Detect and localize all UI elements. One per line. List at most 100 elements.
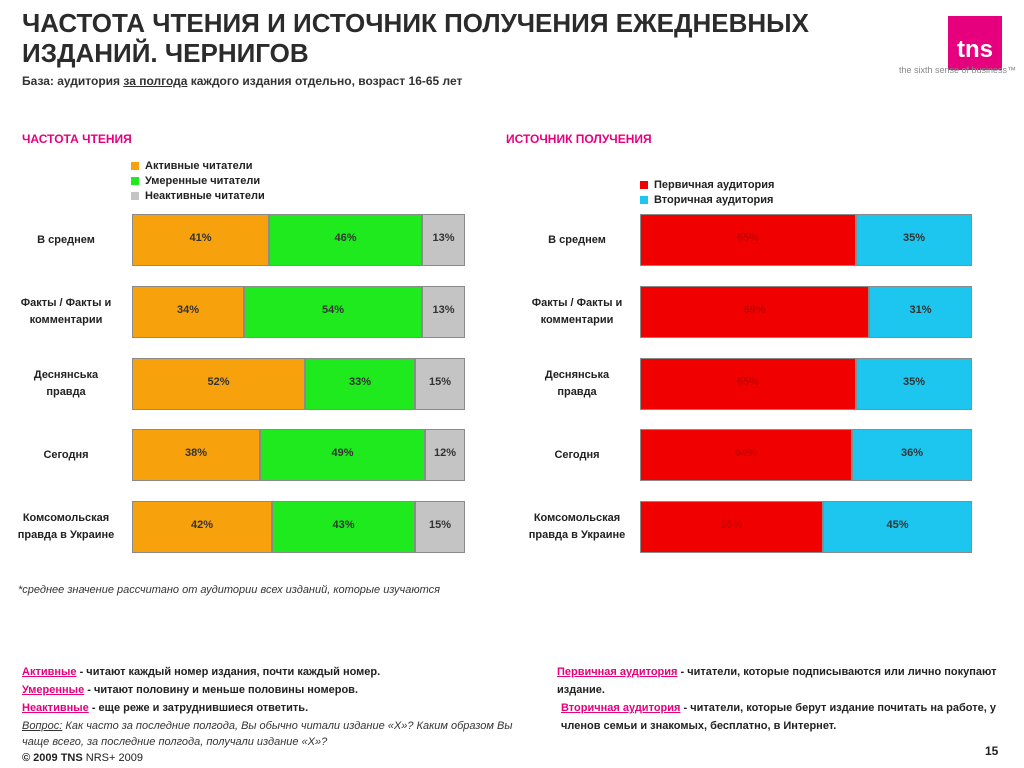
question-text: Как часто за последние полгода, Вы обычн…: [22, 720, 513, 748]
category-label: В среднем: [37, 233, 95, 246]
bar-segment: 42%: [132, 501, 272, 553]
definition-secondary: Вторичная аудитория - читатели, которые …: [557, 699, 1017, 735]
category-label: В среднем: [548, 233, 606, 246]
legend-item-inactive: Неактивные читатели: [131, 188, 265, 203]
left-legend: Активные читатели Умеренные читатели Неа…: [131, 158, 265, 203]
data-label: 69%: [743, 304, 766, 316]
left-chart-title: ЧАСТОТА ЧТЕНИЯ: [22, 132, 132, 146]
category-label: Факты / Факты и комментарии: [531, 297, 623, 326]
data-label: 55%: [720, 519, 743, 531]
category-label: Деснянська правда: [544, 369, 610, 398]
data-label: 35%: [902, 376, 926, 388]
definitions-left: Активные - читают каждый номер издания, …: [22, 663, 542, 717]
page-title: ЧАСТОТА ЧТЕНИЯ И ИСТОЧНИК ПОЛУЧЕНИЯ ЕЖЕД…: [22, 8, 809, 68]
data-label: 65%: [736, 376, 760, 388]
term-secondary: Вторичная аудитория: [561, 702, 681, 714]
base-prefix: База: аудитория: [22, 74, 124, 88]
base-underlined: за полгода: [123, 74, 188, 88]
copyright: © 2009 TNS NRS+ 2009: [22, 752, 143, 764]
data-label: 15%: [428, 519, 452, 531]
legend-item-secondary: Вторичная аудитория: [640, 192, 774, 207]
base-suffix: каждого издания отдельно, возраст 16-65 …: [187, 74, 463, 88]
legend-swatch-moderate: [131, 176, 139, 185]
bar-segment: 13%: [422, 286, 465, 338]
data-label: 36%: [900, 447, 924, 459]
legend-swatch-secondary: [640, 195, 648, 204]
data-label: 46%: [334, 232, 357, 244]
right-chart-title: ИСТОЧНИК ПОЛУЧЕНИЯ: [506, 132, 652, 146]
bar-segment: 49%: [260, 429, 425, 481]
footnote: *среднее значение рассчитано от аудитори…: [18, 584, 441, 596]
page-number: 15: [985, 744, 999, 758]
bar-segment: 65%: [640, 358, 856, 410]
definition-primary: Первичная аудитория - читатели, которые …: [557, 663, 1017, 699]
bar-segment: 12%: [425, 429, 465, 481]
right-legend: Первичная аудитория Вторичная аудитория: [640, 177, 774, 207]
bar-segment: 69%: [640, 286, 869, 338]
tagline: the sixth sense of business™: [898, 65, 1016, 75]
definition-active: Активные - читают каждый номер издания, …: [22, 663, 542, 681]
data-label: 65%: [736, 232, 760, 244]
survey-question: Вопрос: Как часто за последние полгода, …: [22, 718, 532, 750]
data-label: 31%: [909, 304, 932, 316]
bar-segment: 64%: [640, 429, 852, 481]
copyright-owner: © 2009 TNS: [22, 752, 83, 764]
legend-label-inactive: Неактивные читатели: [145, 189, 265, 202]
bar-segment: 15%: [415, 358, 465, 410]
copyright-source: NRS+ 2009: [82, 752, 143, 764]
category-label: Сегодня: [554, 448, 600, 461]
bar-segment: 35%: [856, 214, 972, 266]
term-inactive: Неактивные: [22, 702, 89, 714]
term-active: Активные: [22, 666, 77, 678]
definition-primary-text: - читатели, которые подписываются или ли…: [557, 666, 997, 696]
bar-segment: 34%: [132, 286, 244, 338]
legend-label-active: Активные читатели: [145, 159, 253, 172]
data-label: 49%: [331, 447, 354, 459]
definition-inactive: Неактивные - еще реже и затруднившиеся о…: [22, 699, 542, 717]
legend-label-moderate: Умеренные читатели: [145, 174, 261, 187]
bar-segment: 13%: [422, 214, 465, 266]
bar-segment: 55%: [640, 501, 823, 553]
data-label: 13%: [432, 304, 455, 316]
bar-segment: 41%: [132, 214, 269, 266]
tns-logo: tns: [948, 16, 1002, 70]
bar-segment: 54%: [244, 286, 422, 338]
data-label: 45%: [886, 519, 909, 531]
definition-inactive-text: - еще реже и затруднившиеся ответить.: [88, 702, 309, 714]
definition-moderate-text: - читают половину и меньше половины номе…: [84, 684, 358, 696]
data-label: 35%: [902, 232, 926, 244]
legend-item-primary: Первичная аудитория: [640, 177, 774, 192]
term-moderate: Умеренные: [22, 684, 85, 696]
bar-segment: 36%: [852, 429, 972, 481]
data-label: 13%: [432, 232, 455, 244]
definition-active-text: - читают каждый номер издания, почти каж…: [76, 666, 381, 678]
data-label: 64%: [734, 447, 758, 459]
bar-segment: 31%: [869, 286, 972, 338]
data-label: 12%: [433, 447, 457, 459]
bar-segment: 33%: [305, 358, 415, 410]
data-label: 43%: [332, 519, 355, 531]
bar-segment: 43%: [272, 501, 415, 553]
question-label: Вопрос:: [22, 720, 63, 732]
category-label: Комсомольская правда в Украине: [17, 512, 115, 541]
category-label: Деснянська правда: [33, 369, 99, 398]
data-label: 54%: [321, 304, 345, 316]
category-label: Факты / Факты и комментарии: [20, 297, 112, 326]
bar-segment: 46%: [269, 214, 422, 266]
legend-item-active: Активные читатели: [131, 158, 265, 173]
category-label: Комсомольская правда в Украине: [528, 512, 626, 541]
data-label: 52%: [207, 376, 230, 388]
definition-secondary-text: - читатели, которые берут издание почита…: [561, 702, 996, 732]
legend-swatch-inactive: [131, 191, 139, 200]
data-label: 41%: [189, 232, 212, 244]
bar-segment: 15%: [415, 501, 465, 553]
definitions-right: Первичная аудитория - читатели, которые …: [557, 663, 1017, 735]
legend-label-primary: Первичная аудитория: [654, 178, 775, 191]
data-label: 15%: [428, 376, 452, 388]
bar-segment: 35%: [856, 358, 972, 410]
term-primary: Первичная аудитория: [557, 666, 678, 678]
bar-segment: 38%: [132, 429, 260, 481]
bar-segment: 45%: [823, 501, 972, 553]
data-label: 38%: [184, 447, 208, 459]
data-label: 33%: [348, 376, 372, 388]
